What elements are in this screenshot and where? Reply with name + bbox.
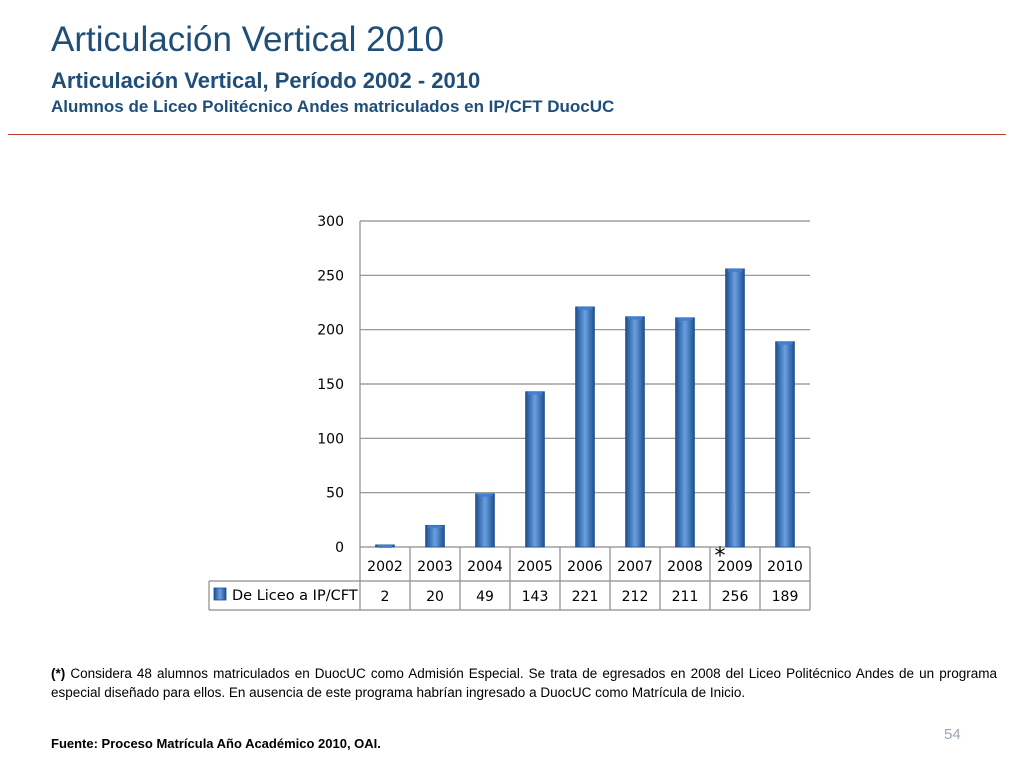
data-label: 20 (426, 589, 444, 605)
data-label: 212 (622, 589, 649, 605)
category-label: 2003 (417, 559, 453, 575)
data-label: 49 (476, 589, 494, 605)
category-label: 2006 (567, 559, 603, 575)
bar (675, 317, 695, 548)
bar-top-highlight (477, 493, 493, 497)
category-label: 2002 (367, 559, 403, 575)
bar (475, 493, 495, 548)
bar-top-highlight (777, 341, 793, 345)
annotation-asterisk: * (715, 544, 726, 569)
bar (525, 391, 545, 548)
data-label: 2 (381, 589, 390, 605)
y-tick-label: 50 (326, 486, 344, 502)
slide-title: Articulación Vertical 2010 (51, 20, 444, 59)
data-label: 211 (672, 589, 699, 605)
y-tick-label: 100 (317, 431, 344, 447)
bar (625, 316, 645, 548)
y-tick-label: 0 (335, 540, 344, 556)
bar (575, 306, 595, 548)
data-label: 221 (572, 589, 599, 605)
category-label: 2005 (517, 559, 553, 575)
bar (425, 524, 445, 548)
y-tick-label: 150 (317, 377, 344, 393)
bar-top-highlight (377, 544, 393, 548)
category-label: 2004 (467, 559, 503, 575)
bar-top-highlight (677, 317, 693, 321)
footnote-marker: (*) (51, 666, 66, 681)
y-tick-label: 250 (317, 268, 344, 284)
bar-top-highlight (427, 525, 443, 529)
data-label: 189 (772, 589, 799, 605)
bar (775, 341, 795, 548)
category-label: 2008 (667, 559, 703, 575)
bar-top-highlight (577, 306, 593, 310)
data-label: 256 (722, 589, 749, 605)
source-note: Fuente: Proceso Matrícula Año Académico … (51, 736, 381, 751)
title-divider (8, 134, 1006, 135)
footnote-text: Considera 48 alumnos matriculados en Duo… (51, 666, 997, 700)
legend-label: De Liceo a IP/CFT (232, 588, 358, 604)
page-number: 54 (944, 726, 961, 743)
slide-subtitle: Articulación Vertical, Período 2002 - 20… (51, 68, 481, 93)
bar-top-highlight (727, 268, 743, 272)
category-label: 2007 (617, 559, 653, 575)
bar-top-highlight (627, 316, 643, 320)
y-tick-label: 300 (317, 214, 344, 230)
data-label: 143 (522, 589, 549, 605)
bar-top-highlight (527, 391, 543, 395)
y-tick-label: 200 (317, 323, 344, 339)
bar (725, 268, 745, 548)
legend-swatch (213, 587, 227, 601)
slide-description: Alumnos de Liceo Politécnico Andes matri… (51, 97, 615, 116)
category-label: 2009 (717, 559, 753, 575)
category-label: 2010 (767, 559, 803, 575)
footnote: (*) Considera 48 alumnos matriculados en… (51, 664, 997, 702)
